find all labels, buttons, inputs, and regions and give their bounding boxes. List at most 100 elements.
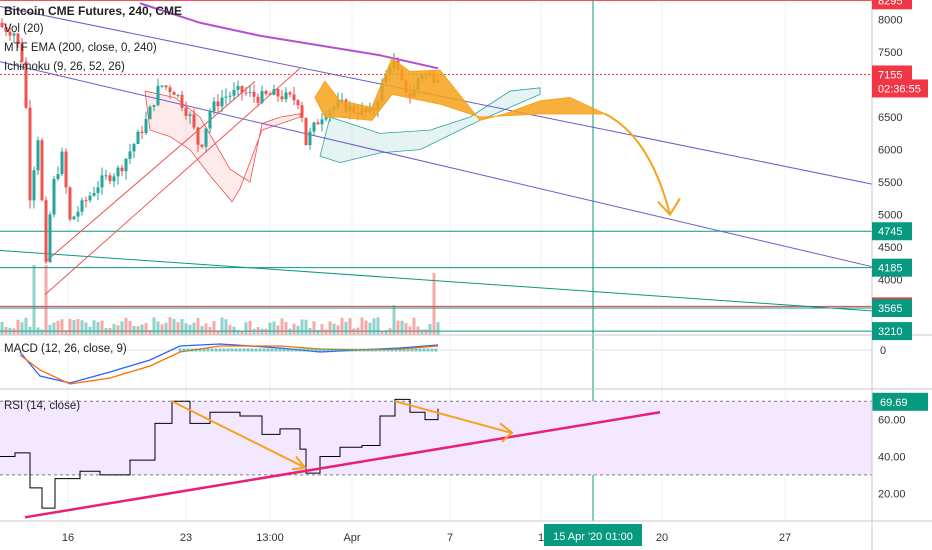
volume-bar: [256, 326, 260, 335]
volume-bar: [424, 329, 428, 335]
price-badge-label: 4745: [878, 226, 902, 238]
candle-body: [308, 131, 312, 146]
candle-body: [284, 92, 288, 100]
macd-histogram-bar: [186, 348, 190, 352]
rsi-axis-tick: 40.00: [878, 452, 906, 464]
time-label-1300: 13:00: [256, 532, 284, 544]
macd-histogram-bar: [246, 348, 250, 352]
support-trendline: [0, 249, 873, 312]
volume-bar: [416, 326, 420, 335]
rising-channel-upper: [44, 80, 256, 263]
macd-histogram-bar: [426, 348, 430, 352]
legend-macd[interactable]: MACD (12, 26, close, 9): [4, 343, 127, 355]
legend-mtf-ema[interactable]: MTF EMA (200, close, 0, 240): [4, 42, 157, 54]
price-badge-label: 3565: [878, 303, 902, 315]
volume-bar: [196, 317, 200, 335]
horizontal-levels: [0, 0, 872, 332]
price-badge-3210: [872, 322, 912, 341]
volume-bar: [332, 323, 336, 335]
price-axis-tick: 4500: [878, 242, 902, 254]
macd-histogram-bar: [338, 348, 342, 352]
volume-bar: [432, 273, 436, 335]
volume-bar: [400, 320, 404, 335]
volume-bar: [324, 329, 328, 335]
candle-body: [28, 107, 32, 201]
legend-rsi[interactable]: RSI (14, close): [4, 400, 81, 412]
candle-body: [216, 101, 220, 107]
price-badge-label: 4185: [878, 263, 902, 275]
volume-bar: [408, 326, 412, 335]
candle-body: [192, 114, 196, 128]
candle-body: [112, 176, 116, 182]
rsi-panel: 60.00 40.00 20.00 69.69: [0, 392, 928, 519]
volume-bar: [200, 325, 204, 335]
candle-body: [92, 193, 96, 196]
legend-volume[interactable]: Vol (20): [4, 23, 44, 35]
price-axis-tick: 5000: [878, 210, 902, 222]
volume-bar: [40, 329, 44, 335]
volume-bar: [380, 330, 384, 335]
macd-histogram-bar: [390, 348, 394, 352]
volume-bar: [180, 319, 184, 335]
volume-bar: [72, 320, 76, 335]
time-label-27: 27: [779, 532, 791, 544]
candle-body: [48, 214, 52, 262]
volume-bar: [420, 329, 424, 335]
macd-histogram-bar: [250, 348, 254, 352]
volume-bar: [100, 320, 104, 335]
candle-body: [56, 174, 60, 179]
price-badge-023655: [872, 79, 928, 98]
rsi-axis-tick: 20.00: [878, 488, 906, 500]
price-axis-tick: 5500: [878, 177, 902, 189]
volume-bar: [340, 317, 344, 335]
volume-bar: [68, 318, 72, 335]
volume-bar: [316, 329, 320, 335]
time-label-23: 23: [180, 532, 192, 544]
macd-histogram-bar: [206, 348, 210, 352]
candle-body: [100, 175, 104, 188]
candle-body: [276, 89, 280, 97]
macd-histogram-bar: [402, 348, 406, 352]
volume-bar: [312, 321, 316, 335]
macd-histogram-bar: [366, 348, 370, 352]
candle-body: [164, 85, 168, 88]
candle-body: [340, 99, 344, 101]
volume-bar: [192, 322, 196, 335]
macd-histogram-bar: [302, 348, 306, 352]
volume-bar: [328, 321, 332, 335]
macd-histogram-bar: [266, 348, 270, 352]
volume-bar: [252, 328, 256, 335]
legend-ichimoku[interactable]: Ichimoku (9, 26, 52, 26): [4, 61, 125, 73]
candle-body: [272, 89, 276, 95]
volume-bar: [160, 324, 164, 335]
macd-histogram-bar: [226, 348, 230, 352]
volume-bar: [184, 323, 188, 335]
volume-bar: [336, 325, 340, 335]
candle-body: [0, 22, 4, 28]
rsi-axis-tick: 60.00: [878, 415, 906, 427]
macd-histogram-bar: [422, 348, 426, 352]
candle-body: [148, 106, 152, 120]
volume-bar: [232, 326, 236, 335]
macd-histogram-bar: [374, 348, 378, 352]
macd-histogram-bar: [274, 348, 278, 352]
candle-body: [296, 100, 300, 106]
volume-bar: [88, 326, 92, 335]
time-label-apr: Apr: [343, 532, 360, 544]
candle-body: [52, 178, 56, 215]
candle-body: [36, 140, 40, 171]
head-shoulders-pattern: [314, 57, 606, 121]
macd-axis-tick: 0: [880, 345, 886, 357]
volume-bar: [84, 322, 88, 335]
macd-panel: 0: [0, 343, 886, 385]
volume-bar: [356, 327, 360, 335]
volume-bar: [148, 329, 152, 335]
volume-bar: [164, 322, 168, 335]
candle-body: [176, 94, 180, 96]
macd-histogram-bar: [214, 348, 218, 352]
candle-body: [40, 140, 44, 201]
time-axis[interactable]: 16 23 13:00 Apr 7 1 20 27 15 Apr '20 01:…: [62, 524, 791, 546]
volume-bar: [284, 321, 288, 335]
